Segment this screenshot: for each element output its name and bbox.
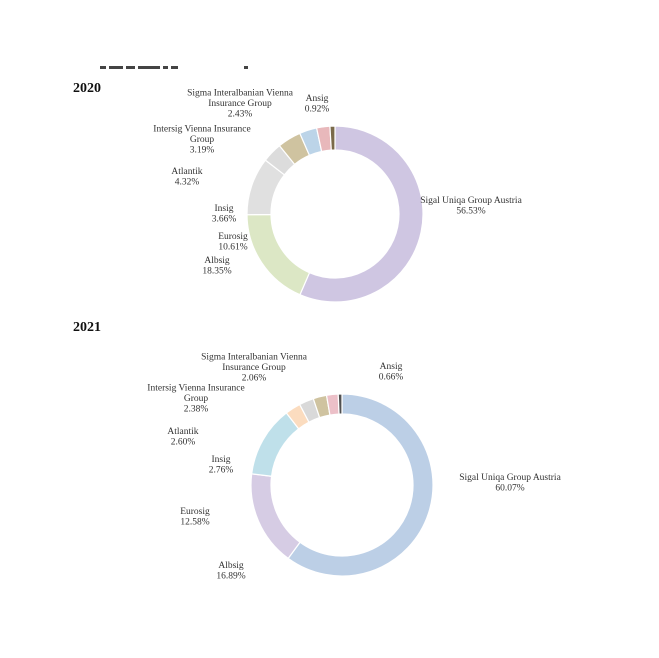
slice-label-ansig: Ansig 0.66%	[379, 362, 404, 383]
slice-label-intersig-vienna-insurance-group: Intersig Vienna Insurance Group 2.38%	[147, 384, 244, 415]
slice-albsig	[246, 213, 311, 296]
slice-label-albsig: Albsig 18.35%	[202, 256, 231, 277]
donut-chart-2020: Sigal Uniqa Group Austria 56.53% Albsig 18.…	[153, 89, 523, 303]
slice-label-sigal-uniqa-group-austria: Sigal Uniqa Group Austria 60.07%	[459, 473, 561, 494]
slice-ansig	[329, 125, 336, 151]
slice-label-insig: Insig 3.66%	[212, 204, 237, 225]
slice-label-sigma-interalbanian-vienna-insurance-group: Sigma Interalbanian Vienna Insurance Grou…	[187, 89, 294, 120]
slice-eurosig	[251, 412, 300, 477]
chart-title-2020: 2020	[73, 81, 101, 96]
slice-label-eurosig: Eurosig 10.61%	[218, 232, 248, 253]
slice-label-atlantik: Atlantik 2.60%	[167, 427, 198, 448]
slice-label-albsig: Albsig 16.89%	[216, 561, 245, 582]
slice-sigal-uniqa-group-austria	[299, 125, 424, 303]
slice-albsig	[250, 473, 301, 560]
donut-chart-2021: Sigal Uniqa Group Austria 60.07% Albsig 16.…	[147, 353, 561, 582]
chart-title-2021: 2021	[73, 320, 101, 335]
slice-label-ansig: Ansig 0.92%	[305, 94, 330, 115]
slice-sigal-uniqa-group-austria	[287, 393, 434, 577]
slice-label-insig: Insig 2.76%	[209, 455, 234, 476]
slice-ansig	[337, 393, 343, 415]
cropped-header-text	[100, 66, 380, 74]
slice-label-intersig-vienna-insurance-group: Intersig Vienna Insurance Group 3.19%	[153, 125, 250, 156]
slice-label-sigma-interalbanian-vienna-insurance-group: Sigma Interalbanian Vienna Insurance Grou…	[201, 353, 308, 384]
slice-label-atlantik: Atlantik 4.32%	[171, 167, 202, 188]
slice-label-eurosig: Eurosig 12.58%	[180, 507, 210, 528]
slice-label-sigal-uniqa-group-austria: Sigal Uniqa Group Austria 56.53%	[420, 196, 522, 217]
